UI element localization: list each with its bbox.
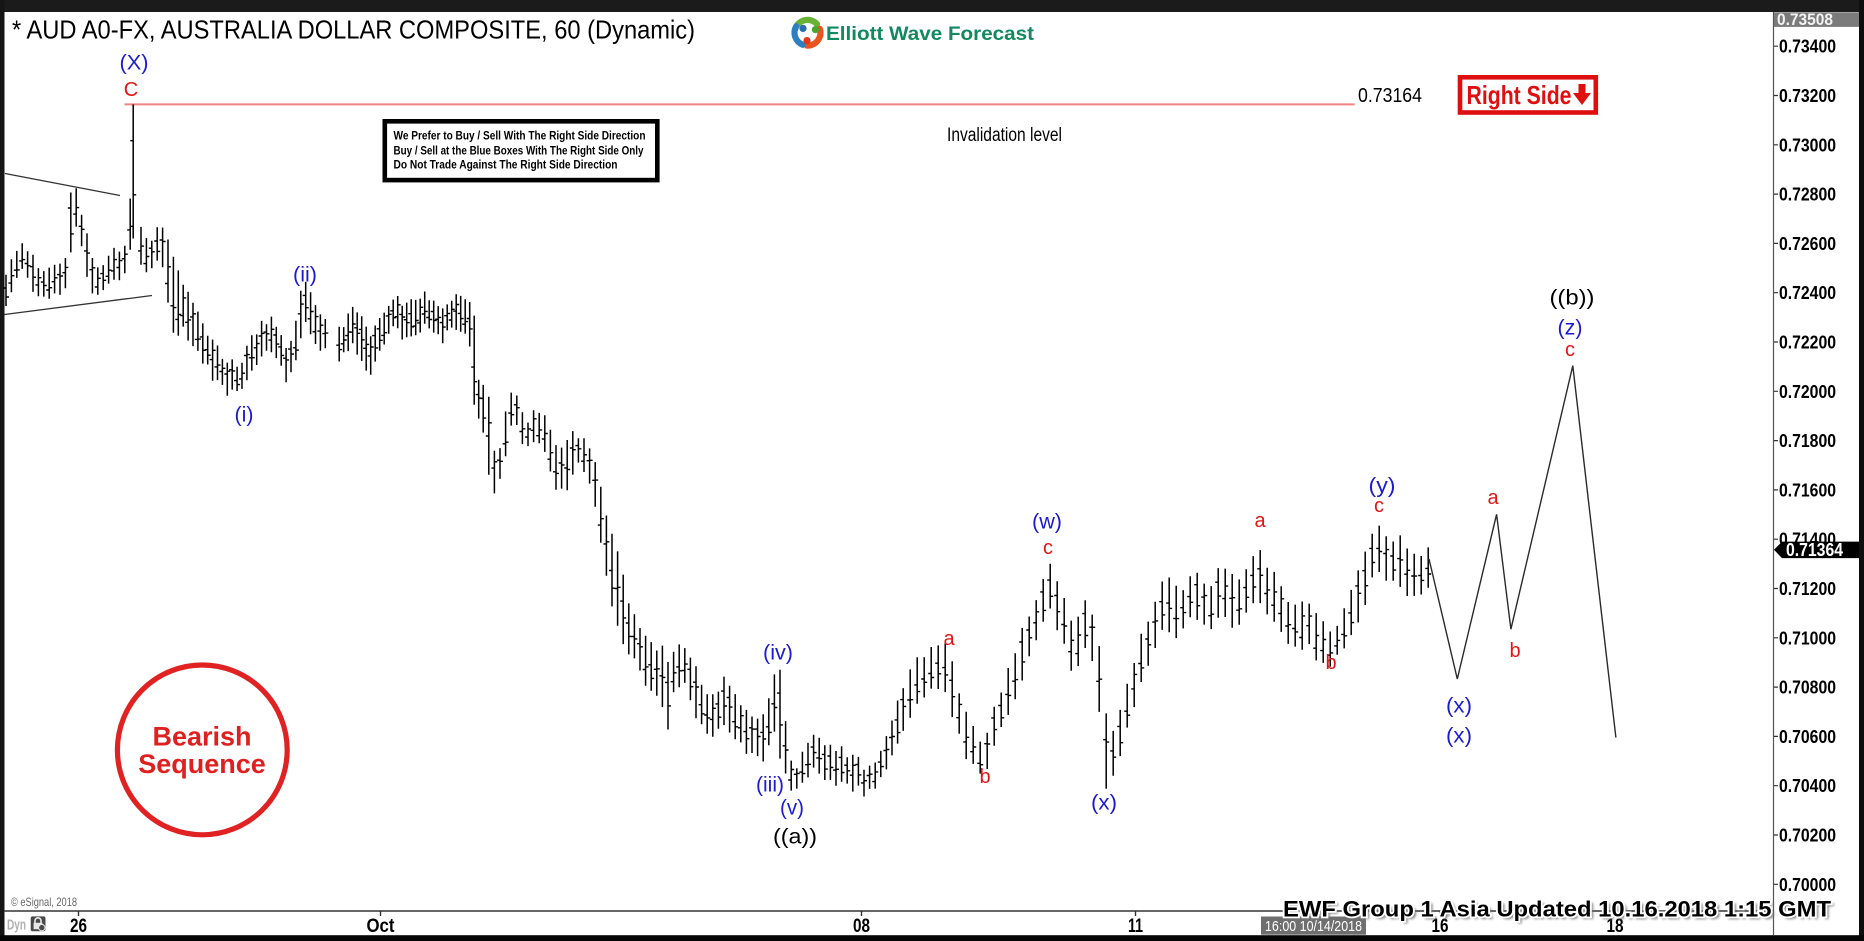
svg-text:0.70400: 0.70400 (1779, 776, 1836, 796)
svg-text:Right Side: Right Side (1467, 80, 1572, 110)
svg-text:(iv): (iv) (763, 642, 793, 665)
svg-text:c: c (1043, 537, 1053, 559)
svg-text:Do Not Trade Against The Right: Do Not Trade Against The Right Side Dire… (394, 159, 618, 171)
svg-text:0.70000: 0.70000 (1779, 875, 1836, 895)
svg-text:a: a (943, 628, 955, 650)
svg-text:((a)): ((a)) (773, 826, 817, 849)
svg-text:Oct: Oct (367, 916, 396, 937)
svg-text:(w): (w) (1032, 511, 1062, 534)
svg-text:Buy / Sell at the Blue Boxes W: Buy / Sell at the Blue Boxes With The Ri… (394, 145, 645, 157)
svg-text:16: 16 (1432, 916, 1449, 937)
svg-text:Invalidation level: Invalidation level (947, 125, 1062, 146)
svg-text:© eSignal, 2018: © eSignal, 2018 (11, 895, 77, 909)
svg-text:((b)): ((b)) (1550, 287, 1595, 310)
svg-text:Sequence: Sequence (138, 749, 266, 779)
svg-text:0.72200: 0.72200 (1779, 333, 1836, 353)
svg-text:0.71000: 0.71000 (1779, 628, 1836, 648)
svg-text:b: b (1509, 640, 1520, 662)
svg-text:0.72600: 0.72600 (1779, 234, 1836, 254)
svg-text:(x): (x) (1446, 695, 1472, 718)
svg-text:0.73000: 0.73000 (1779, 135, 1836, 155)
svg-text:11: 11 (1128, 916, 1143, 937)
svg-text:0.70200: 0.70200 (1779, 826, 1836, 846)
svg-text:18: 18 (1607, 916, 1624, 937)
svg-text:C: C (124, 79, 138, 101)
svg-text:0.71364: 0.71364 (1786, 540, 1843, 560)
svg-text:Elliott Wave Forecast: Elliott Wave Forecast (826, 24, 1035, 45)
svg-text:(iii): (iii) (756, 774, 784, 797)
svg-text:0.73508: 0.73508 (1777, 10, 1833, 29)
svg-text:0.73164: 0.73164 (1358, 85, 1422, 107)
svg-text:a: a (1487, 487, 1499, 509)
svg-text:0.72800: 0.72800 (1779, 185, 1836, 205)
svg-text:16:00 10/14/2018: 16:00 10/14/2018 (1265, 918, 1362, 935)
svg-text:0.72400: 0.72400 (1779, 283, 1836, 303)
svg-text:0.73200: 0.73200 (1779, 86, 1836, 106)
svg-text:EWF Group 1 Asia Updated 10.16: EWF Group 1 Asia Updated 10.16.2018 1:15… (1286, 899, 1835, 924)
svg-text:Dyn: Dyn (7, 917, 26, 934)
svg-text:c: c (1374, 495, 1384, 517)
svg-text:EWF Group 1 Asia Updated 10.16: EWF Group 1 Asia Updated 10.16.2018 1:15… (1283, 897, 1832, 922)
svg-text:(X): (X) (120, 52, 149, 75)
svg-text:We Prefer to Buy / Sell With T: We Prefer to Buy / Sell With The Right S… (394, 131, 646, 143)
svg-text:0.72000: 0.72000 (1779, 382, 1836, 402)
svg-text:(ii): (ii) (293, 264, 317, 287)
svg-text:b: b (1325, 652, 1336, 674)
svg-text:(z): (z) (1558, 317, 1583, 340)
svg-text:* AUD A0-FX, AUSTRALIA DOLLAR: * AUD A0-FX, AUSTRALIA DOLLAR COMPOSITE,… (12, 15, 695, 45)
svg-text:Bearish: Bearish (152, 722, 251, 752)
svg-text:c: c (1565, 339, 1575, 361)
svg-text:26: 26 (70, 916, 87, 937)
svg-text:b: b (979, 766, 990, 788)
svg-text:0.73400: 0.73400 (1779, 37, 1836, 57)
svg-text:(x): (x) (1446, 725, 1472, 748)
svg-text:(i): (i) (235, 404, 254, 427)
svg-text:08: 08 (853, 916, 870, 937)
svg-text:0.70600: 0.70600 (1779, 727, 1836, 747)
svg-text:a: a (1254, 510, 1266, 532)
svg-text:0.70800: 0.70800 (1779, 678, 1836, 698)
svg-text:0.71600: 0.71600 (1779, 480, 1836, 500)
svg-text:0.71200: 0.71200 (1779, 579, 1836, 599)
svg-text:0.71800: 0.71800 (1779, 431, 1836, 451)
svg-text:(v): (v) (780, 797, 804, 820)
svg-text:(x): (x) (1091, 792, 1117, 815)
svg-text:(y): (y) (1369, 475, 1396, 498)
